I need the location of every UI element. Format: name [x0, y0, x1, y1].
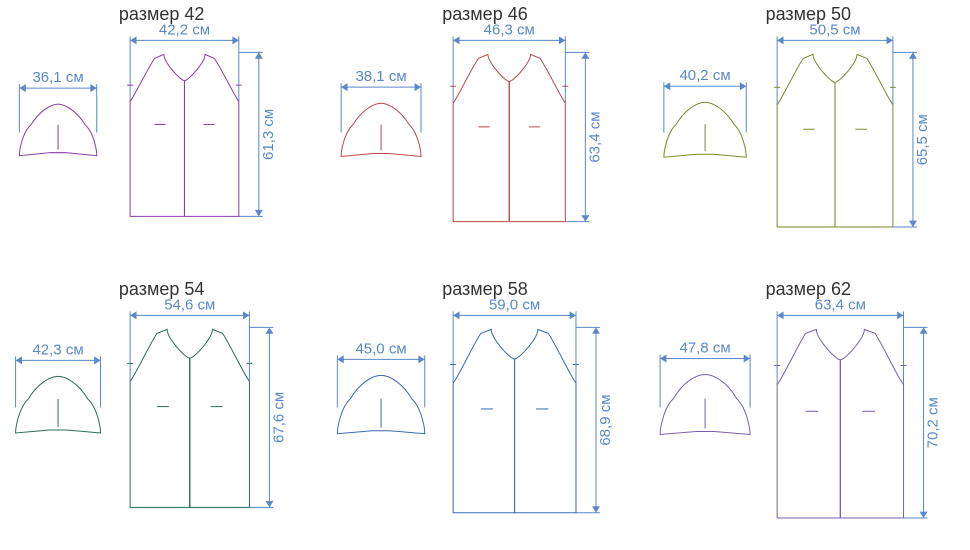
- pattern-svg: 45,0 см 59,0 см 68,9 см: [323, 299, 646, 550]
- pattern-svg: 40,2 см 50,5 см 65,5 см: [647, 24, 970, 275]
- body-width-label: 46,3 см: [484, 24, 535, 38]
- pattern-cell: размер 42 36,1 см 42,2 см 61,3 см: [0, 0, 323, 275]
- body-width-label: 42,2 см: [159, 24, 210, 38]
- size-title: размер 42: [119, 4, 205, 25]
- size-title: размер 54: [119, 279, 205, 300]
- pattern-svg: 38,1 см 46,3 см 63,4 см: [323, 24, 646, 275]
- pattern-cell: размер 58 45,0 см 59,0 см 68,9 см: [323, 275, 646, 550]
- body-height-label: 63,4 см: [587, 111, 604, 162]
- size-title: размер 58: [442, 279, 528, 300]
- sleeve-width-label: 47,8 см: [679, 339, 730, 356]
- sleeve-width-label: 40,2 см: [679, 67, 730, 84]
- pattern-svg: 36,1 см 42,2 см 61,3 см: [0, 24, 323, 275]
- body-height-label: 68,9 см: [597, 394, 614, 445]
- pattern-cell: размер 50 40,2 см 50,5 см 65,5 см: [647, 0, 970, 275]
- body-height-label: 65,5 см: [914, 114, 931, 165]
- body-width-label: 59,0 см: [489, 299, 540, 313]
- pattern-cell: размер 62 47,8 см 63,4 см 70,2 см: [647, 275, 970, 550]
- body-height-label: 61,3 см: [260, 109, 277, 160]
- size-title: размер 62: [766, 279, 852, 300]
- body-width-label: 50,5 см: [809, 24, 860, 38]
- body-width-label: 54,6 см: [164, 299, 215, 313]
- body-width-label: 63,4 см: [814, 299, 865, 313]
- sleeve-width-label: 38,1 см: [356, 68, 407, 85]
- sleeve-width-label: 45,0 см: [356, 340, 407, 357]
- pattern-cell: размер 46 38,1 см 46,3 см 63,4 см: [323, 0, 646, 275]
- body-height-label: 67,6 см: [270, 392, 287, 443]
- size-title: размер 50: [766, 4, 852, 25]
- sleeve-width-label: 36,1 см: [32, 69, 83, 86]
- body-height-label: 70,2 см: [924, 397, 941, 448]
- pattern-svg: 47,8 см 63,4 см 70,2 см: [647, 299, 970, 550]
- pattern-cell: размер 54 42,3 см 54,6 см 67,6 см: [0, 275, 323, 550]
- size-title: размер 46: [442, 4, 528, 25]
- pattern-svg: 42,3 см 54,6 см 67,6 см: [0, 299, 323, 550]
- sleeve-width-label: 42,3 см: [32, 341, 83, 358]
